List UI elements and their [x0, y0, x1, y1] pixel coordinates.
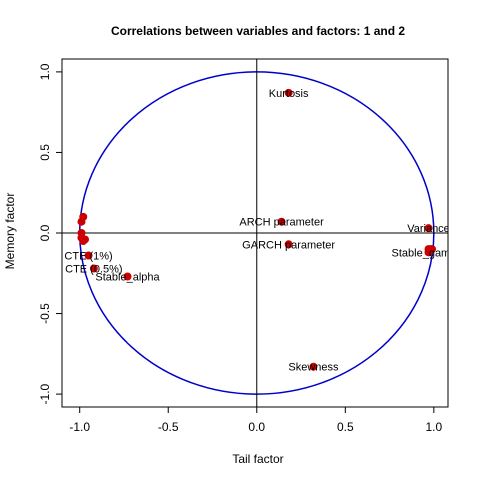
point-label: Kurtosis: [269, 88, 309, 100]
y-tick-label: -0.5: [38, 303, 52, 324]
plot-area: -1.0 -0.5 0.0 0.5 1.0 -1.0 -0.5 0.0 0.5 1.0 Kurtos…: [38, 59, 466, 434]
x-tick-label: 0.0: [248, 420, 265, 434]
x-tick-label: -1.0: [69, 420, 90, 434]
x-axis-label: Tail factor: [232, 452, 283, 466]
y-tick-label: -1.0: [38, 383, 52, 404]
x-tick-label: 0.5: [337, 420, 354, 434]
data-layer: Kurtosis ARCH parameter GARCH parameter Ske…: [64, 88, 466, 374]
point-label: Variance: [407, 223, 450, 235]
y-tick-label: 0.5: [38, 144, 52, 161]
point-label: Skewness: [288, 362, 339, 374]
data-point: [82, 236, 89, 243]
point-label: ARCH parameter: [239, 217, 324, 229]
point-label: GARCH parameter: [242, 239, 335, 251]
y-tick-label: 1.0: [38, 63, 52, 80]
x-tick-label: -0.5: [158, 420, 179, 434]
point-label: CTE (0.5%): [65, 263, 122, 275]
chart-title: Correlations between variables and facto…: [111, 24, 405, 38]
y-tick-label: 0.0: [38, 224, 52, 241]
point-label: CTE (1%): [64, 251, 112, 263]
x-tick-label: 1.0: [425, 420, 442, 434]
data-point: [78, 218, 85, 225]
y-axis-label: Memory factor: [3, 193, 17, 270]
point-label: Stable_gamma: [392, 247, 467, 259]
